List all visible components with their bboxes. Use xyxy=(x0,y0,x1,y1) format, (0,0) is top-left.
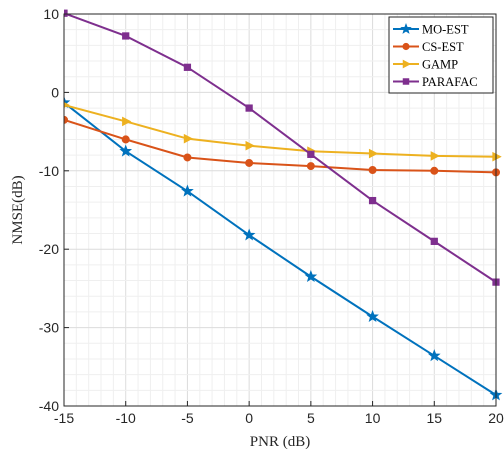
circle-marker xyxy=(306,162,315,171)
x-tick-label: 0 xyxy=(245,410,253,426)
triangle-marker xyxy=(245,140,255,151)
y-axis-label: NMSE(dB) xyxy=(10,175,26,244)
x-tick-label: -5 xyxy=(181,410,194,426)
circle-marker xyxy=(430,166,439,175)
star-marker xyxy=(242,228,256,241)
triangle-marker xyxy=(492,151,502,162)
circle-marker xyxy=(121,135,130,144)
triangle-marker xyxy=(122,116,132,127)
x-tick-label: 15 xyxy=(426,410,442,426)
grid xyxy=(64,14,496,406)
series-line xyxy=(64,103,497,158)
square-marker xyxy=(430,237,438,245)
series-parafac xyxy=(64,9,500,286)
legend-entry: CS-EST xyxy=(393,40,464,54)
legend-label: GAMP xyxy=(422,58,458,72)
x-tick-label: 5 xyxy=(307,410,315,426)
square-marker xyxy=(122,32,130,40)
series-line xyxy=(64,12,497,283)
y-tick-label: -10 xyxy=(39,163,59,179)
series-gamp xyxy=(64,101,502,162)
star-marker xyxy=(181,184,194,197)
triangle-marker xyxy=(183,133,194,144)
square-marker xyxy=(402,78,410,85)
star-marker xyxy=(366,309,379,323)
y-tick-label: -30 xyxy=(39,320,59,336)
legend-label: MO-EST xyxy=(422,23,469,37)
x-axis-label: PNR (dB) xyxy=(250,434,310,450)
circle-marker xyxy=(245,158,254,167)
plot-series xyxy=(64,9,503,401)
x-axis-ticks: -15 -10 -5 0 5 10 15 20 xyxy=(54,401,504,426)
x-tick-label: 20 xyxy=(488,410,504,426)
legend: MO-EST CS-EST GAMP PARAFAC xyxy=(388,16,494,94)
square-marker xyxy=(183,63,192,71)
triangle-marker xyxy=(368,148,379,159)
y-tick-label: 0 xyxy=(51,84,59,100)
circle-marker xyxy=(368,166,377,175)
y-tick-label: 10 xyxy=(43,6,59,22)
star-marker xyxy=(304,269,318,283)
circle-marker xyxy=(183,153,192,162)
legend-entry: GAMP xyxy=(393,58,458,72)
x-tick-label: -15 xyxy=(54,410,74,426)
triangle-marker xyxy=(64,101,70,108)
circle-marker xyxy=(402,42,410,51)
star-marker xyxy=(119,144,133,157)
legend-label: PARAFAC xyxy=(422,75,478,89)
series-cs-est xyxy=(64,115,501,177)
y-tick-label: -40 xyxy=(39,398,59,414)
legend-label: CS-EST xyxy=(422,40,464,54)
y-tick-label: -20 xyxy=(39,241,59,257)
x-tick-label: 10 xyxy=(365,410,381,426)
x-tick-label: -10 xyxy=(116,410,136,426)
legend-entry: MO-EST xyxy=(393,23,469,37)
square-marker xyxy=(368,196,377,205)
triangle-marker xyxy=(402,59,412,69)
square-marker xyxy=(307,150,315,158)
star-marker xyxy=(427,349,441,362)
square-marker xyxy=(64,9,68,17)
series-line xyxy=(64,118,497,174)
star-marker xyxy=(400,22,412,34)
plot-frame xyxy=(63,13,497,407)
legend-entry: PARAFAC xyxy=(393,75,478,89)
square-marker xyxy=(245,104,253,112)
series-line xyxy=(64,101,497,396)
y-axis-ticks: 10 0 -10 -20 -30 -40 xyxy=(39,6,69,414)
triangle-marker xyxy=(430,151,440,161)
